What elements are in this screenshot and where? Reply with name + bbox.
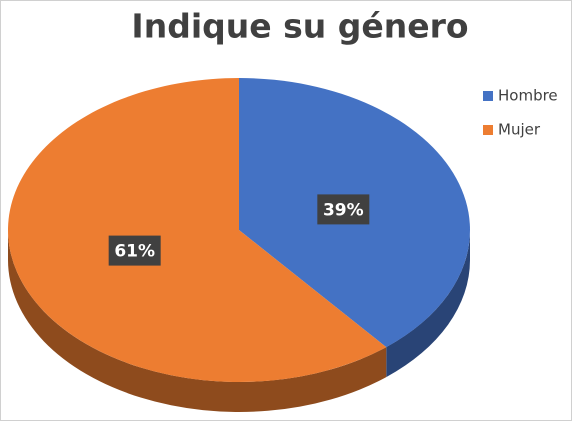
pie-side bbox=[8, 230, 387, 412]
legend-swatch bbox=[483, 91, 493, 101]
legend-swatch bbox=[483, 125, 493, 135]
data-label-box bbox=[108, 235, 161, 266]
chart-title: Indique su género bbox=[131, 7, 468, 46]
pie-side bbox=[386, 230, 470, 378]
legend-label: Mujer bbox=[498, 121, 541, 139]
data-label-box bbox=[317, 194, 370, 225]
legend-label: Hombre bbox=[498, 87, 558, 105]
pie-slice bbox=[7, 78, 387, 382]
data-label: 39% bbox=[323, 200, 364, 220]
data-label: 61% bbox=[114, 242, 155, 262]
